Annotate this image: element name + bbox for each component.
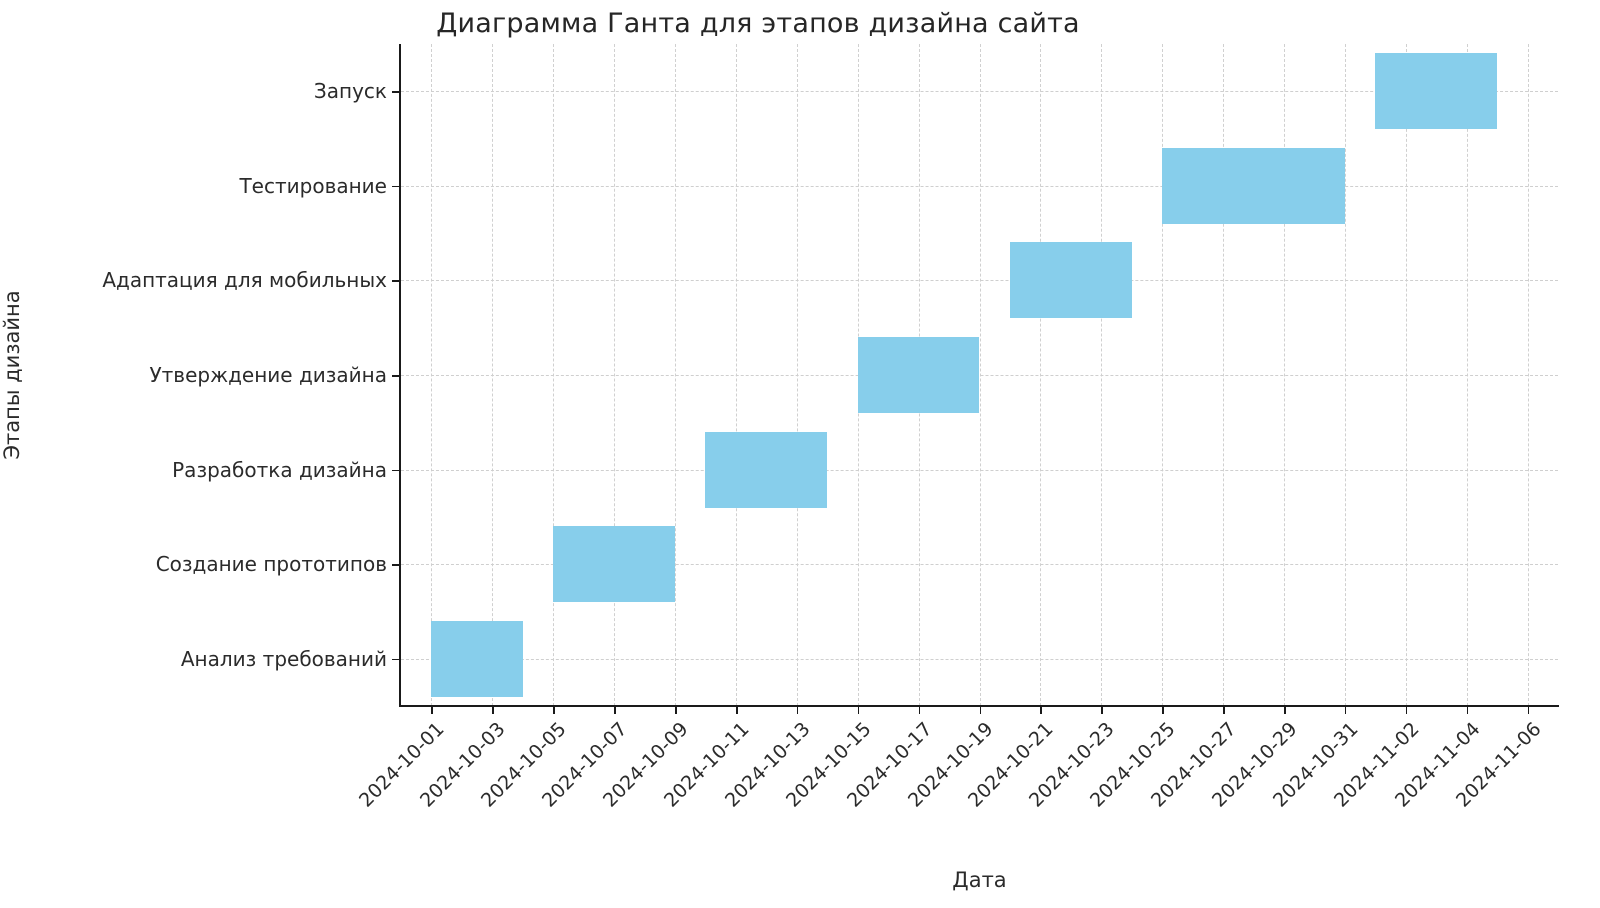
x-tick-mark — [553, 707, 555, 714]
y-tick-label: Запуск — [313, 79, 387, 104]
x-tick-mark — [1344, 707, 1347, 714]
y-tick-label: Адаптация для мобильных — [102, 268, 387, 293]
y-axis-spine — [399, 44, 402, 707]
vertical-gridline — [492, 44, 494, 706]
x-tick-mark — [1466, 707, 1469, 714]
vertical-gridline — [735, 44, 737, 706]
x-tick-mark — [1162, 707, 1164, 714]
gantt-bar — [1162, 147, 1345, 224]
horizontal-gridline — [401, 469, 1558, 471]
vertical-gridline — [1101, 44, 1103, 706]
x-tick-mark — [614, 707, 616, 714]
gantt-bar — [705, 431, 828, 508]
y-tick-mark — [392, 185, 399, 188]
x-tick-mark — [1405, 707, 1408, 714]
vertical-gridline — [1283, 44, 1285, 706]
vertical-gridline — [979, 44, 981, 706]
vertical-gridline — [675, 44, 677, 706]
gantt-bar — [857, 337, 980, 413]
x-tick-mark — [857, 707, 860, 714]
y-tick-mark — [392, 91, 399, 93]
vertical-gridline — [796, 44, 798, 706]
x-axis-label: Дата — [952, 868, 1007, 892]
vertical-gridline — [1223, 44, 1225, 706]
vertical-gridline — [1466, 44, 1468, 706]
plot-area — [401, 44, 1558, 706]
vertical-gridline — [614, 44, 616, 706]
y-tick-label: Утверждение дизайна — [149, 363, 387, 387]
gantt-bar — [1375, 53, 1498, 130]
horizontal-gridline — [401, 658, 1558, 660]
x-tick-mark — [492, 707, 494, 714]
y-tick-mark — [392, 280, 399, 283]
x-tick-mark — [735, 707, 738, 714]
x-tick-mark — [1527, 707, 1530, 714]
gantt-bar — [431, 620, 523, 697]
vertical-gridline — [1040, 44, 1042, 706]
x-tick-mark — [431, 707, 434, 714]
y-tick-label: Тестирование — [239, 173, 387, 198]
horizontal-gridline — [401, 185, 1558, 187]
vertical-gridline — [553, 44, 555, 706]
gantt-bar — [1009, 242, 1132, 319]
y-tick-mark — [392, 469, 399, 472]
gantt-bar — [553, 526, 676, 603]
x-tick-mark — [796, 707, 799, 714]
y-tick-label: Разработка дизайна — [172, 457, 387, 482]
vertical-gridline — [1527, 44, 1529, 706]
x-tick-mark — [1101, 707, 1103, 714]
vertical-gridline — [431, 44, 433, 706]
vertical-gridline — [1405, 44, 1407, 706]
y-tick-label: Анализ требований — [180, 646, 387, 671]
x-tick-mark — [1040, 707, 1042, 714]
x-tick-mark — [979, 707, 982, 714]
chart-title: Диаграмма Ганта для этапов дизайна сайта — [436, 8, 1080, 39]
x-tick-mark — [1283, 707, 1286, 714]
y-axis-label: Этапы дизайна — [0, 290, 24, 460]
x-tick-mark — [675, 707, 677, 714]
horizontal-gridline — [401, 280, 1558, 282]
y-tick-mark — [392, 564, 399, 566]
vertical-gridline — [1344, 44, 1346, 706]
y-tick-mark — [392, 658, 399, 661]
x-tick-mark — [1223, 707, 1225, 714]
x-axis-spine — [399, 705, 1559, 708]
horizontal-gridline — [401, 375, 1558, 376]
y-tick-label: Создание прототипов — [155, 552, 387, 577]
y-tick-mark — [392, 375, 399, 377]
x-tick-mark — [918, 707, 921, 714]
vertical-gridline — [1162, 44, 1164, 706]
